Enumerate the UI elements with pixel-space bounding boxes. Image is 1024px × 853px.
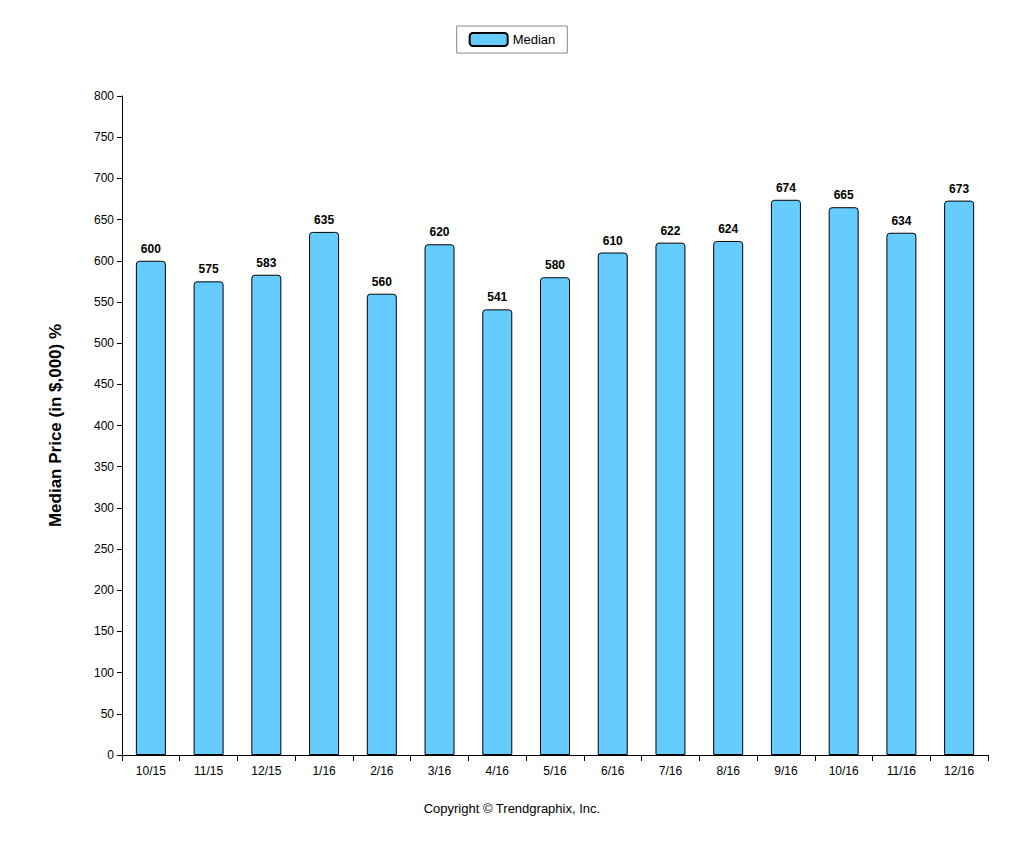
svg-text:10/16: 10/16 (829, 764, 859, 778)
svg-text:9/16: 9/16 (774, 764, 798, 778)
svg-text:622: 622 (660, 224, 680, 238)
svg-text:250: 250 (94, 542, 114, 556)
svg-text:11/16: 11/16 (887, 764, 916, 778)
svg-text:5/16: 5/16 (543, 764, 567, 778)
svg-text:1/16: 1/16 (312, 764, 336, 778)
svg-text:550: 550 (94, 295, 114, 309)
svg-text:12/15: 12/15 (251, 764, 281, 778)
svg-text:600: 600 (94, 254, 114, 268)
svg-text:450: 450 (94, 377, 114, 391)
svg-text:10/15: 10/15 (136, 764, 166, 778)
svg-text:200: 200 (94, 583, 114, 597)
svg-text:600: 600 (141, 242, 161, 256)
svg-text:Median Price (in $,000) %: Median Price (in $,000) % (46, 324, 65, 527)
svg-text:610: 610 (603, 234, 623, 248)
svg-text:800: 800 (94, 89, 114, 103)
svg-text:541: 541 (487, 290, 507, 304)
svg-text:560: 560 (372, 275, 392, 289)
svg-text:635: 635 (314, 213, 334, 227)
svg-text:624: 624 (718, 222, 738, 236)
svg-text:3/16: 3/16 (428, 764, 452, 778)
svg-text:673: 673 (949, 182, 969, 196)
svg-text:620: 620 (430, 225, 450, 239)
svg-text:634: 634 (891, 214, 911, 228)
svg-text:700: 700 (94, 171, 114, 185)
svg-text:100: 100 (94, 666, 114, 680)
svg-text:575: 575 (199, 262, 219, 276)
svg-text:500: 500 (94, 336, 114, 350)
svg-text:Copyright © Trendgraphix, Inc.: Copyright © Trendgraphix, Inc. (424, 801, 600, 816)
svg-text:12/16: 12/16 (944, 764, 974, 778)
svg-text:150: 150 (94, 624, 114, 638)
svg-text:0: 0 (107, 748, 114, 762)
svg-text:750: 750 (94, 130, 114, 144)
svg-text:400: 400 (94, 419, 114, 433)
svg-text:583: 583 (256, 256, 276, 270)
svg-text:7/16: 7/16 (659, 764, 683, 778)
svg-text:350: 350 (94, 460, 114, 474)
svg-text:580: 580 (545, 258, 565, 272)
svg-text:674: 674 (776, 181, 796, 195)
svg-text:2/16: 2/16 (370, 764, 394, 778)
svg-text:50: 50 (101, 707, 115, 721)
svg-text:665: 665 (834, 188, 854, 202)
svg-text:8/16: 8/16 (717, 764, 741, 778)
svg-text:6/16: 6/16 (601, 764, 625, 778)
svg-text:11/15: 11/15 (194, 764, 223, 778)
svg-text:Median: Median (513, 32, 556, 47)
svg-text:4/16: 4/16 (486, 764, 510, 778)
svg-text:300: 300 (94, 501, 114, 515)
svg-text:650: 650 (94, 213, 114, 227)
